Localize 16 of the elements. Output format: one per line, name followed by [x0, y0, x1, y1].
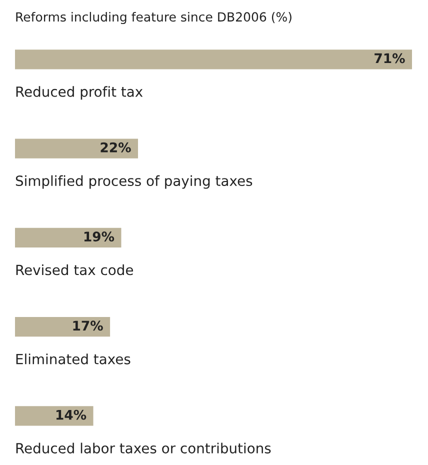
y-tick-label: Revised tax code	[16, 264, 134, 276]
y-tick-label: Reduced labor taxes or contributions	[16, 442, 271, 454]
data-label: 14%	[56, 410, 86, 420]
data-label: 22%	[100, 142, 131, 152]
data-label: 17%	[73, 320, 103, 331]
y-tick-label: Simplified process of paying taxes	[16, 175, 252, 189]
bar	[15, 317, 110, 337]
bar	[15, 50, 412, 70]
y-tick-label: Reduced profit tax	[16, 86, 143, 100]
data-label: 19%	[84, 232, 114, 242]
y-tick-label: Eliminated taxes	[16, 354, 130, 364]
chart-title: Reforms including feature since DB2006 (%)	[16, 12, 292, 24]
bar	[15, 138, 138, 158]
data-label: 71%	[374, 53, 405, 64]
bar	[15, 406, 94, 426]
bar	[15, 228, 122, 248]
